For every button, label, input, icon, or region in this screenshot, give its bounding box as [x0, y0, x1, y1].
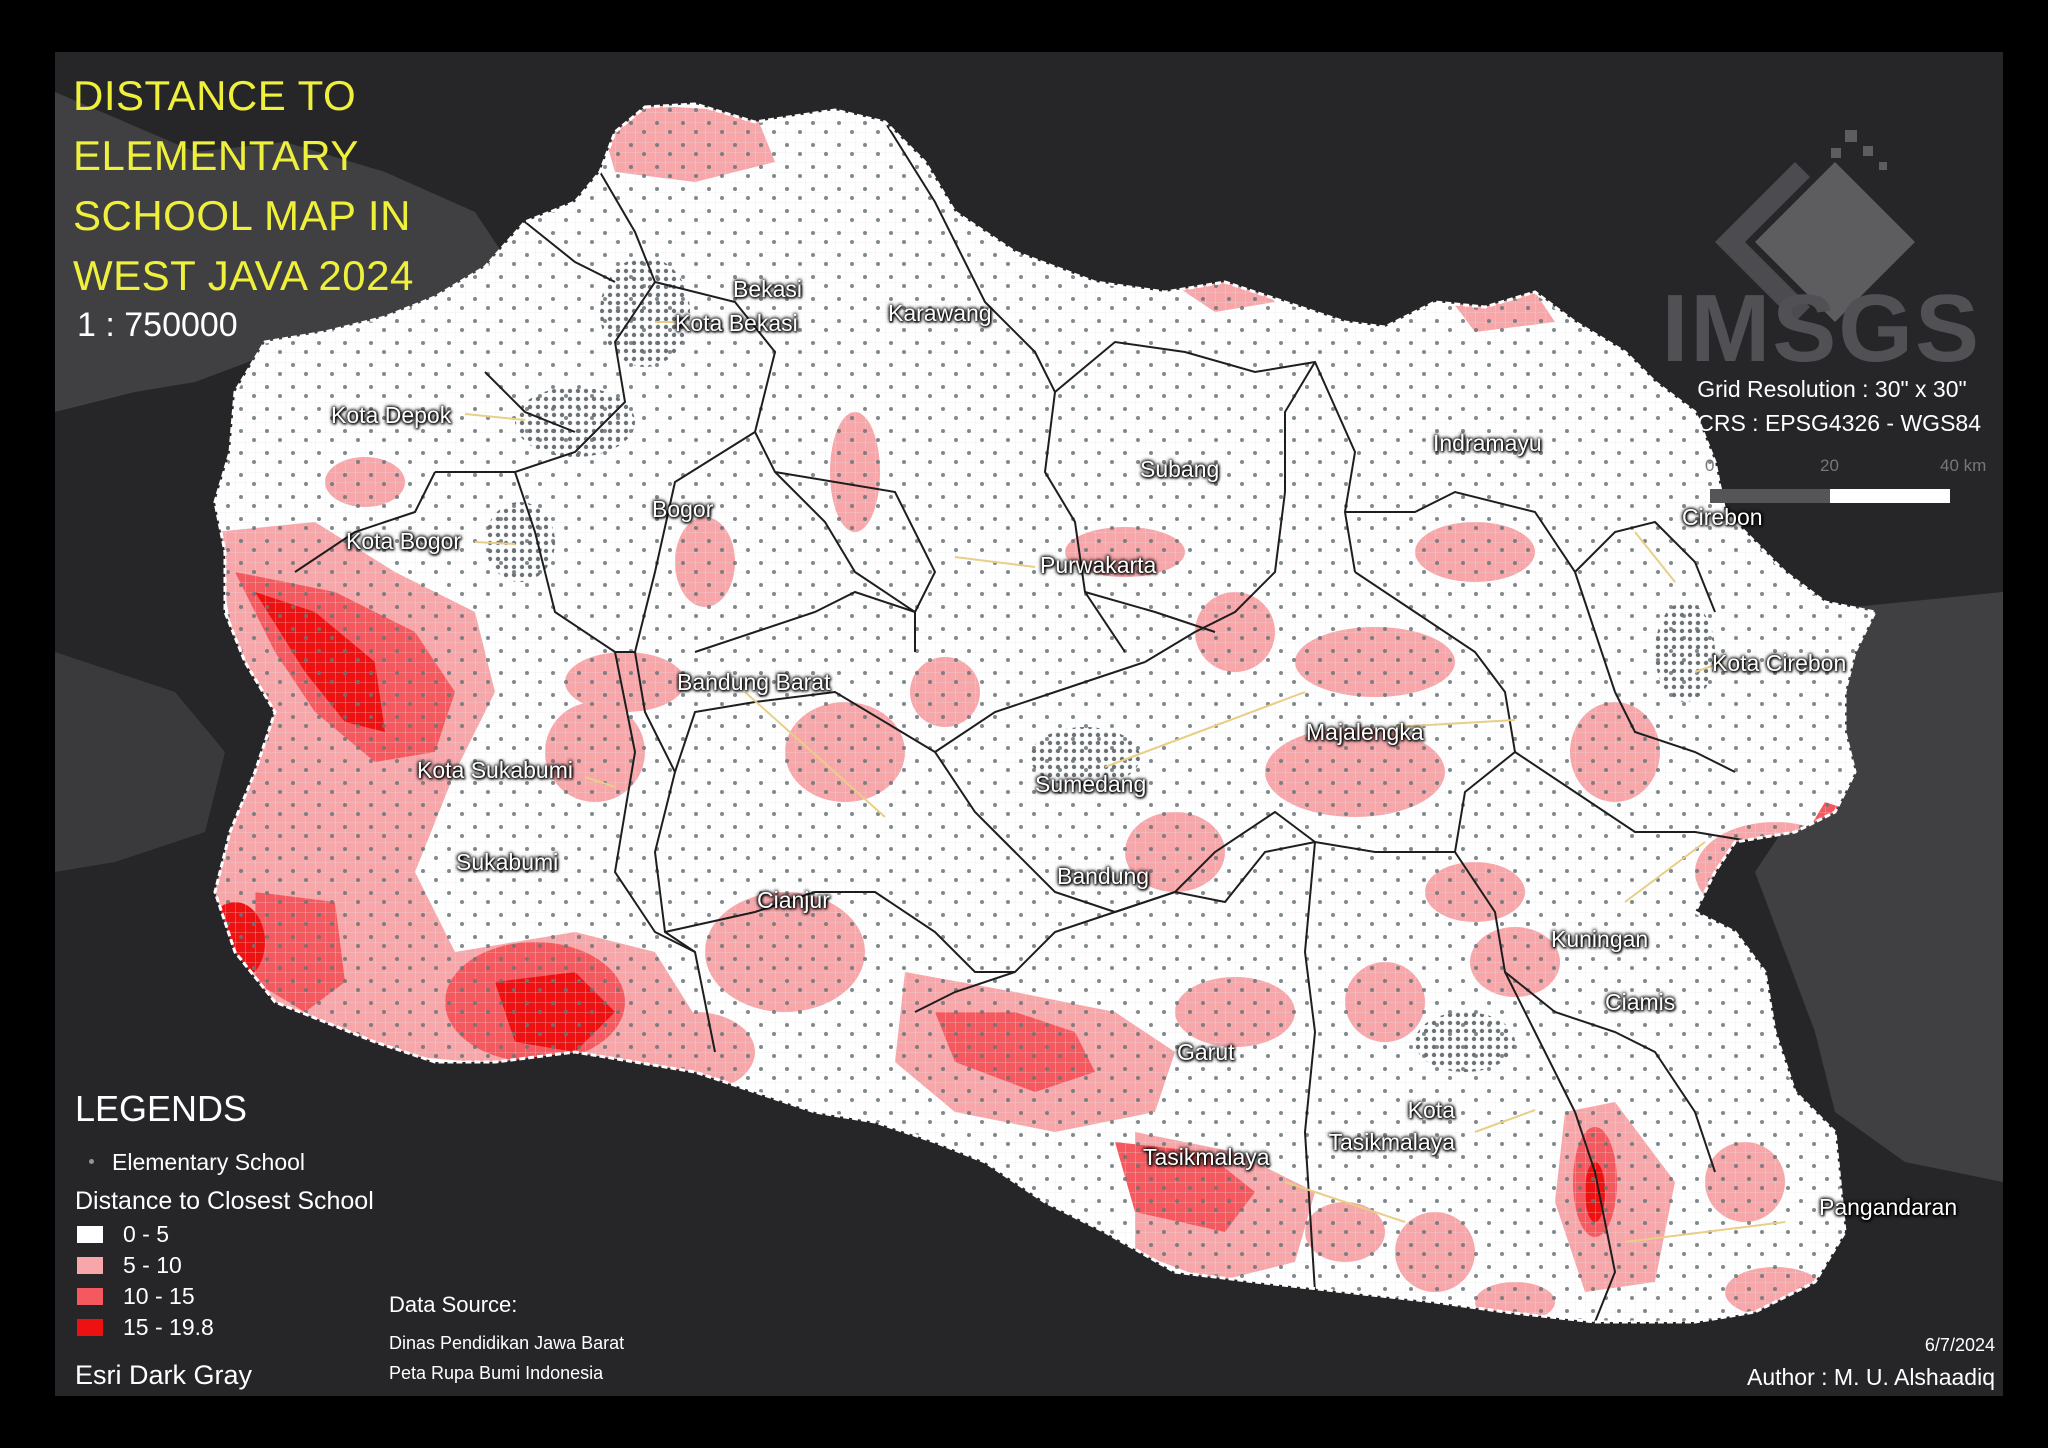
- data-source-heading: Data Source:: [389, 1292, 518, 1317]
- legend-point-label: Elementary School: [112, 1149, 306, 1175]
- legend-title: LEGENDS: [75, 1088, 248, 1129]
- title-line-4: WEST JAVA 2024: [73, 252, 414, 299]
- label-subang: Subang: [1140, 456, 1220, 482]
- label-kuningan: Kuningan: [1551, 926, 1649, 952]
- label-kota-tasikmalaya: Kota Tasikmalaya: [1328, 1097, 1455, 1155]
- map-title: DISTANCE TO ELEMENTARY SCHOOL MAP IN WES…: [73, 66, 414, 306]
- label-purwakarta: Purwakarta: [1040, 552, 1157, 578]
- logo-text: IMSGS: [1661, 275, 1981, 382]
- label-kota-bogor: Kota Bogor: [346, 528, 462, 554]
- footer-right: 6/7/2024 Author : M. U. Alshaadiq: [1747, 1335, 1995, 1391]
- title-line-2: ELEMENTARY: [73, 132, 359, 179]
- label-pangandaran: Pangandaran: [1819, 1194, 1958, 1220]
- map-date: 6/7/2024: [1924, 1335, 1995, 1355]
- label-kota-bekasi: Kota Bekasi: [675, 310, 798, 336]
- label-garut: Garut: [1177, 1039, 1235, 1065]
- scale-tick-0: 0: [1705, 456, 1715, 475]
- title-line-1: DISTANCE TO: [73, 72, 357, 119]
- label-bandung: Bandung: [1057, 863, 1150, 889]
- legend-distance-title: Distance to Closest School: [75, 1187, 374, 1215]
- label-sukabumi: Sukabumi: [456, 849, 559, 875]
- map-author: Author : M. U. Alshaadiq: [1746, 1364, 1995, 1390]
- legend-class-2: 10 - 15: [123, 1283, 195, 1309]
- map-info: Grid Resolution : 30" x 30" CRS : EPSG43…: [1697, 372, 1981, 440]
- label-sumedang: Sumedang: [1035, 771, 1147, 797]
- legend-swatch-2: [77, 1288, 103, 1305]
- label-cianjur: Cianjur: [757, 887, 830, 913]
- regency-boundaries: [294, 121, 1756, 1323]
- label-indramayu: Indramayu: [1433, 430, 1542, 456]
- legend-point: Elementary School: [75, 1149, 305, 1176]
- map-canvas: [55, 92, 2003, 1324]
- label-tasikmalaya: Tasikmalaya: [1143, 1144, 1270, 1170]
- legend-class-3: 15 - 19.8: [123, 1314, 214, 1340]
- label-majalengka: Majalengka: [1306, 719, 1424, 745]
- logo-mark-icon: [1715, 130, 1915, 322]
- label-bogor: Bogor: [652, 496, 714, 522]
- legend-class-1: 5 - 10: [123, 1252, 182, 1278]
- grid-resolution: Grid Resolution : 30" x 30": [1697, 376, 1967, 402]
- label-kota-sukabumi: Kota Sukabumi: [417, 757, 573, 783]
- data-source: Data Source: Dinas Pendidikan Jawa Barat…: [389, 1292, 624, 1388]
- scale-tick-40: 40 km: [1940, 456, 1987, 475]
- label-karawang: Karawang: [888, 300, 992, 326]
- label-ciamis: Ciamis: [1605, 989, 1676, 1015]
- data-source-line-1: Dinas Pendidikan Jawa Barat: [389, 1333, 625, 1353]
- data-source-line-2: Peta Rupa Bumi Indonesia: [389, 1363, 604, 1383]
- scale-tick-20: 20: [1820, 456, 1839, 475]
- legend-swatch-0: [77, 1226, 103, 1243]
- crs: CRS : EPSG4326 - WGS84: [1697, 410, 1981, 436]
- label-cirebon: Cirebon: [1682, 504, 1763, 530]
- label-kota-depok: Kota Depok: [331, 402, 452, 428]
- label-bekasi: Bekasi: [733, 276, 803, 302]
- scale-bar: [1710, 489, 1950, 503]
- basemap-land-southwest: [55, 652, 225, 872]
- map-frame: IMSGS DISTANCE TO ELEMENTARY SCHOOL MAP …: [55, 52, 2003, 1396]
- school-point-icon: [89, 1159, 94, 1165]
- legend-class-0: 0 - 5: [123, 1221, 170, 1247]
- leader-lines: [464, 321, 1786, 1243]
- legend-swatch-3: [77, 1319, 103, 1336]
- label-kota-cirebon: Kota Cirebon: [1712, 650, 1847, 676]
- map-scale: 1 : 750000: [77, 306, 238, 344]
- basemap-credit: Esri Dark Gray: [75, 1360, 253, 1390]
- legend-swatch-1: [77, 1257, 103, 1274]
- label-bandung-barat: Bandung Barat: [677, 669, 831, 695]
- title-line-3: SCHOOL MAP IN: [73, 192, 411, 239]
- basemap-land-east: [1755, 592, 2003, 1182]
